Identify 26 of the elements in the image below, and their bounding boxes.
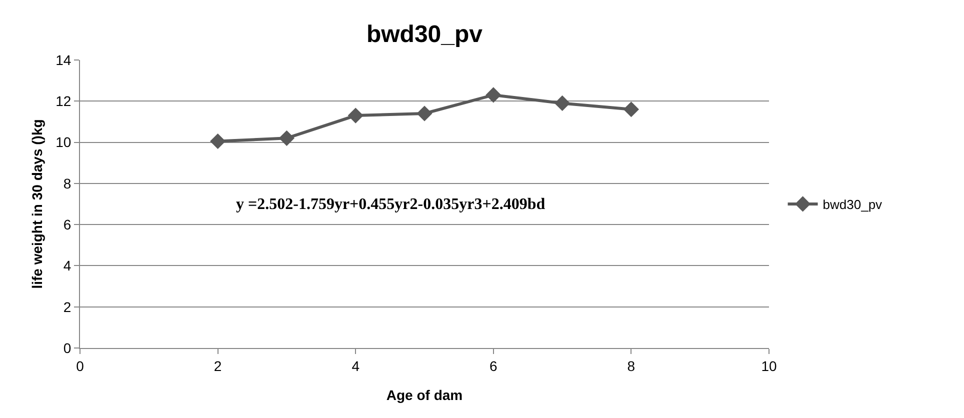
point — [278, 130, 294, 146]
point — [348, 108, 364, 124]
legend-label: bwd30_pv — [822, 197, 883, 212]
y-tick-label: 8 — [63, 175, 72, 192]
y-tick-label: 0 — [63, 340, 72, 356]
point — [623, 102, 639, 118]
x-tick-label: 2 — [214, 358, 222, 374]
x-tick-label: 10 — [761, 358, 777, 374]
chart-title: bwd30_pv — [366, 20, 484, 48]
x-tick-label: 8 — [627, 358, 636, 374]
x-tick-label: 6 — [490, 358, 498, 374]
x-axis-title: Age of dam — [386, 387, 463, 403]
y-tick-label: 12 — [56, 93, 72, 110]
point — [416, 106, 432, 122]
y-tick-label: 6 — [63, 216, 72, 232]
x-tick-label: 4 — [352, 358, 360, 374]
x-tick-label: 0 — [76, 358, 84, 374]
y-axis-title: life weight in 30 days ()kg — [29, 119, 45, 289]
annotation: y =2.502-1.759yr+0.455yr2-0.035yr3+2.409bd — [236, 196, 546, 213]
y-tick-label: 14 — [56, 52, 72, 68]
point — [554, 95, 570, 111]
point — [486, 87, 502, 103]
point — [210, 133, 226, 150]
y-tick-label: 10 — [56, 134, 72, 150]
y-tick-label: 2 — [63, 298, 72, 315]
y-tick-label: 4 — [63, 258, 72, 274]
